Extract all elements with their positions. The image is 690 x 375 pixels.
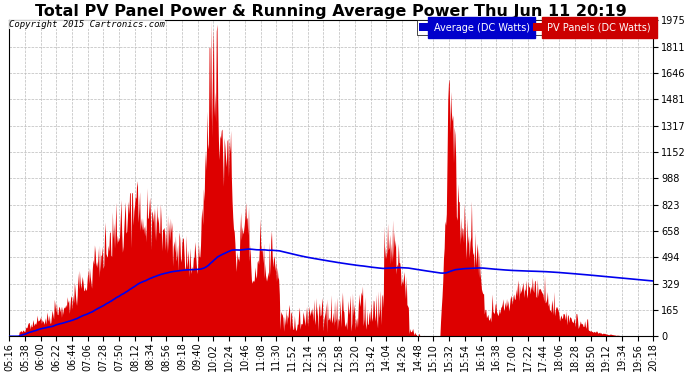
Text: Copyright 2015 Cartronics.com: Copyright 2015 Cartronics.com <box>9 20 165 29</box>
Title: Total PV Panel Power & Running Average Power Thu Jun 11 20:19: Total PV Panel Power & Running Average P… <box>35 4 627 19</box>
Legend: Average (DC Watts), PV Panels (DC Watts): Average (DC Watts), PV Panels (DC Watts) <box>417 20 653 35</box>
